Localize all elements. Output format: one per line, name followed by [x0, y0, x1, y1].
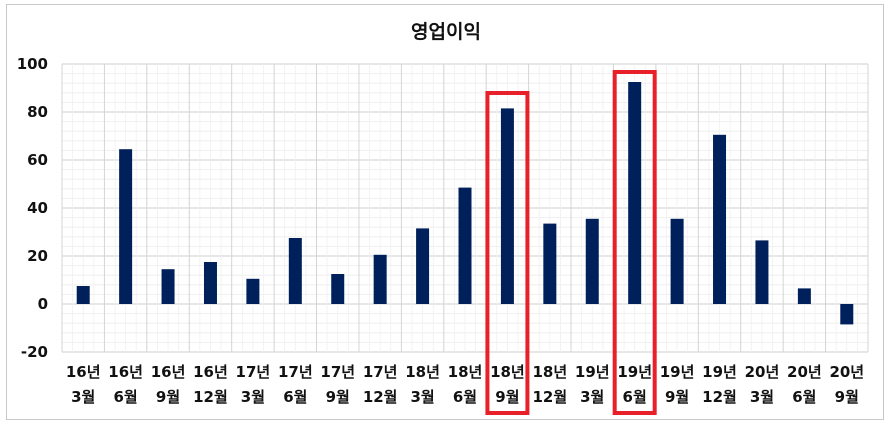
- x-tick-label-month: 12월: [193, 388, 228, 406]
- highlight-box: [485, 91, 530, 415]
- bar: [755, 240, 769, 304]
- x-tick-label-year: 16년: [108, 363, 143, 381]
- x-tick-label-month: 12월: [702, 388, 737, 406]
- bar: [713, 134, 727, 304]
- bar: [161, 269, 175, 304]
- x-tick-label-year: 18년: [405, 363, 440, 381]
- bar: [500, 108, 514, 305]
- x-tick-label-month: 9월: [665, 388, 689, 406]
- bar: [119, 149, 133, 304]
- x-tick-label-month: 6월: [453, 388, 477, 406]
- x-tick-label-year: 19년: [617, 363, 652, 381]
- highlight-boxes: [485, 70, 657, 415]
- bar: [76, 286, 90, 304]
- x-tick-label-year: 18년: [532, 363, 567, 381]
- x-tick-label-month: 6월: [114, 388, 138, 406]
- chart-title: 영업이익: [411, 21, 481, 43]
- bar: [458, 187, 472, 304]
- x-tick-label-year: 18년: [448, 363, 483, 381]
- bar: [288, 238, 302, 304]
- bar: [543, 223, 557, 304]
- x-tick-label-year: 19년: [702, 363, 737, 381]
- x-tick-label-month: 12월: [532, 388, 567, 406]
- bar: [331, 274, 345, 304]
- y-tick-label: 80: [27, 103, 48, 121]
- bar: [203, 262, 217, 304]
- bar: [670, 218, 684, 304]
- x-tick-label-year: 16년: [66, 363, 101, 381]
- x-tick-label-month: 9월: [495, 388, 519, 406]
- x-tick-label-year: 16년: [193, 363, 228, 381]
- x-tick-label-month: 6월: [623, 388, 647, 406]
- y-tick-label: 0: [38, 295, 48, 313]
- x-tick-label-month: 3월: [241, 388, 265, 406]
- y-tick-label: 100: [17, 55, 48, 73]
- x-tick-label-year: 17년: [320, 363, 355, 381]
- y-axis-ticks: 100 80 60 40 20 0 -20: [17, 55, 48, 361]
- x-tick-label-month: 9월: [326, 388, 350, 406]
- highlight-box: [612, 70, 657, 415]
- y-tick-label: 60: [27, 151, 48, 169]
- x-tick-label-year: 20년: [829, 363, 864, 381]
- bar: [373, 254, 387, 304]
- x-tick-label-month: 9월: [156, 388, 180, 406]
- x-tick-label-year: 18년: [490, 363, 525, 381]
- x-tick-label-month: 6월: [283, 388, 307, 406]
- x-tick-label-year: 17년: [278, 363, 313, 381]
- x-tick-label-month: 3월: [750, 388, 774, 406]
- y-tick-label: 20: [27, 247, 48, 265]
- x-tick-label-year: 16년: [151, 363, 186, 381]
- y-tick-label: -20: [21, 343, 48, 361]
- x-tick-label-year: 17년: [363, 363, 398, 381]
- x-tick-label-year: 19년: [660, 363, 695, 381]
- x-tick-label-year: 20년: [745, 363, 780, 381]
- x-tick-label-month: 3월: [71, 388, 95, 406]
- x-tick-label-month: 12월: [363, 388, 398, 406]
- x-tick-label-year: 19년: [575, 363, 610, 381]
- x-tick-label-year: 17년: [236, 363, 271, 381]
- bar: [840, 304, 854, 325]
- x-tick-label-year: 20년: [787, 363, 822, 381]
- x-tick-label-month: 9월: [835, 388, 859, 406]
- x-tick-label-month: 3월: [410, 388, 434, 406]
- bar: [246, 278, 260, 304]
- bars: [76, 82, 854, 325]
- x-tick-label-month: 6월: [792, 388, 816, 406]
- bar: [797, 288, 811, 304]
- x-tick-label-month: 3월: [580, 388, 604, 406]
- bar: [628, 82, 642, 304]
- x-axis-ticks: 16년 3월 16년 6월 16년 9월 16년 12월 17년 3월 17년 6월 17년 9월 17년 1…: [66, 363, 864, 406]
- bar: [416, 228, 430, 304]
- bar: [585, 218, 599, 304]
- y-tick-label: 40: [27, 199, 48, 217]
